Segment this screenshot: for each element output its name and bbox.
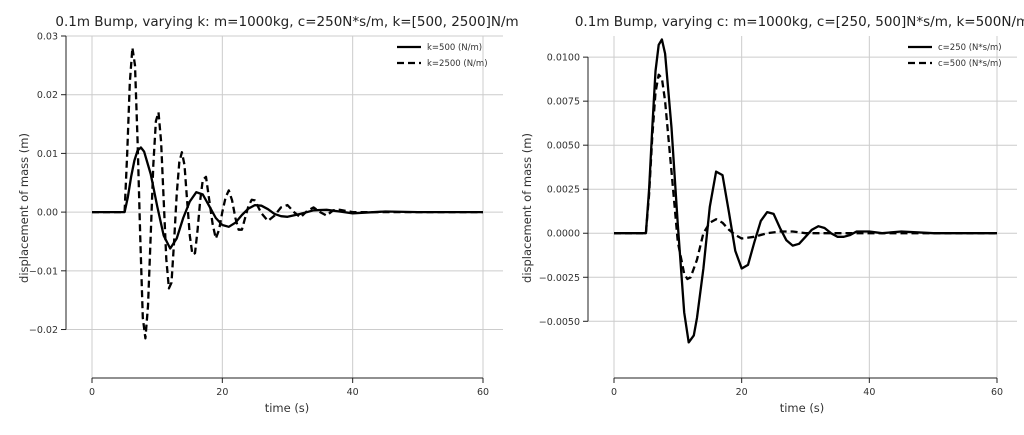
y-tick-label: 0.0000 bbox=[547, 229, 580, 240]
x-tick-label: 40 bbox=[347, 387, 359, 398]
chart-title: 0.1m Bump, varying k: m=1000kg, c=250N*s… bbox=[55, 14, 518, 30]
y-axis-label: displacement of mass (m) bbox=[520, 133, 534, 283]
legend-label-k2500: k=2500 (N/m) bbox=[427, 59, 488, 69]
y-tick-label: 0.00 bbox=[37, 208, 58, 219]
x-tick-label: 40 bbox=[863, 387, 875, 398]
x-tick-label: 60 bbox=[991, 387, 1003, 398]
series-line-dashed bbox=[614, 73, 997, 281]
y-tick-label: −0.0050 bbox=[539, 317, 580, 328]
y-tick-label: 0.03 bbox=[37, 32, 58, 43]
series-line-solid bbox=[614, 38, 997, 344]
series-line-dashed bbox=[92, 46, 483, 340]
y-tick-label: 0.0075 bbox=[547, 97, 580, 108]
x-tick-label: 60 bbox=[477, 387, 489, 398]
axes-spines bbox=[587, 57, 997, 379]
y-tick-label: −0.0025 bbox=[539, 273, 580, 284]
x-tick-label: 20 bbox=[216, 387, 228, 398]
legend-label-c500: c=500 (N*s/m) bbox=[938, 59, 1002, 69]
y-tick-label: −0.01 bbox=[29, 266, 58, 277]
grid bbox=[66, 35, 503, 378]
legend-label-k500: k=500 (N/m) bbox=[427, 43, 482, 53]
series-line-solid bbox=[92, 146, 483, 250]
axis-ticks: −0.02 −0.01 0.00 0.01 0.02 0.03 0 20 40 60 bbox=[29, 32, 489, 399]
x-axis-label: time (s) bbox=[265, 401, 310, 415]
x-tick-label: 0 bbox=[89, 387, 95, 398]
chart-k-variation: −0.02 −0.01 0.00 0.01 0.02 0.03 0 20 40 60 0.1m B… bbox=[17, 14, 519, 415]
legend: c=250 (N*s/m) c=500 (N*s/m) bbox=[908, 43, 1002, 69]
y-tick-label: 0.0025 bbox=[547, 185, 580, 196]
y-axis-label: displacement of mass (m) bbox=[17, 133, 31, 283]
y-tick-label: 0.0100 bbox=[547, 53, 580, 64]
axis-ticks: −0.0050 −0.0025 0.0000 0.0025 0.0050 0.0075 0.… bbox=[539, 53, 1003, 398]
y-tick-label: −0.02 bbox=[29, 325, 58, 336]
x-axis-label: time (s) bbox=[780, 401, 825, 415]
grid bbox=[588, 36, 1017, 378]
series-lines bbox=[614, 38, 997, 344]
legend-label-c250: c=250 (N*s/m) bbox=[938, 43, 1002, 53]
chart-c-variation: −0.0050 −0.0025 0.0000 0.0025 0.0050 0.0075 0.… bbox=[520, 14, 1024, 415]
y-tick-label: 0.02 bbox=[37, 90, 58, 101]
axes-spines bbox=[65, 36, 483, 379]
series-lines bbox=[92, 46, 483, 340]
legend: k=500 (N/m) k=2500 (N/m) bbox=[397, 43, 488, 69]
chart-title: 0.1m Bump, varying c: m=1000kg, c=[250, … bbox=[575, 14, 1024, 30]
x-tick-label: 20 bbox=[736, 387, 748, 398]
y-tick-label: 0.0050 bbox=[547, 141, 580, 152]
y-tick-label: 0.01 bbox=[37, 149, 58, 160]
x-tick-label: 0 bbox=[611, 387, 617, 398]
